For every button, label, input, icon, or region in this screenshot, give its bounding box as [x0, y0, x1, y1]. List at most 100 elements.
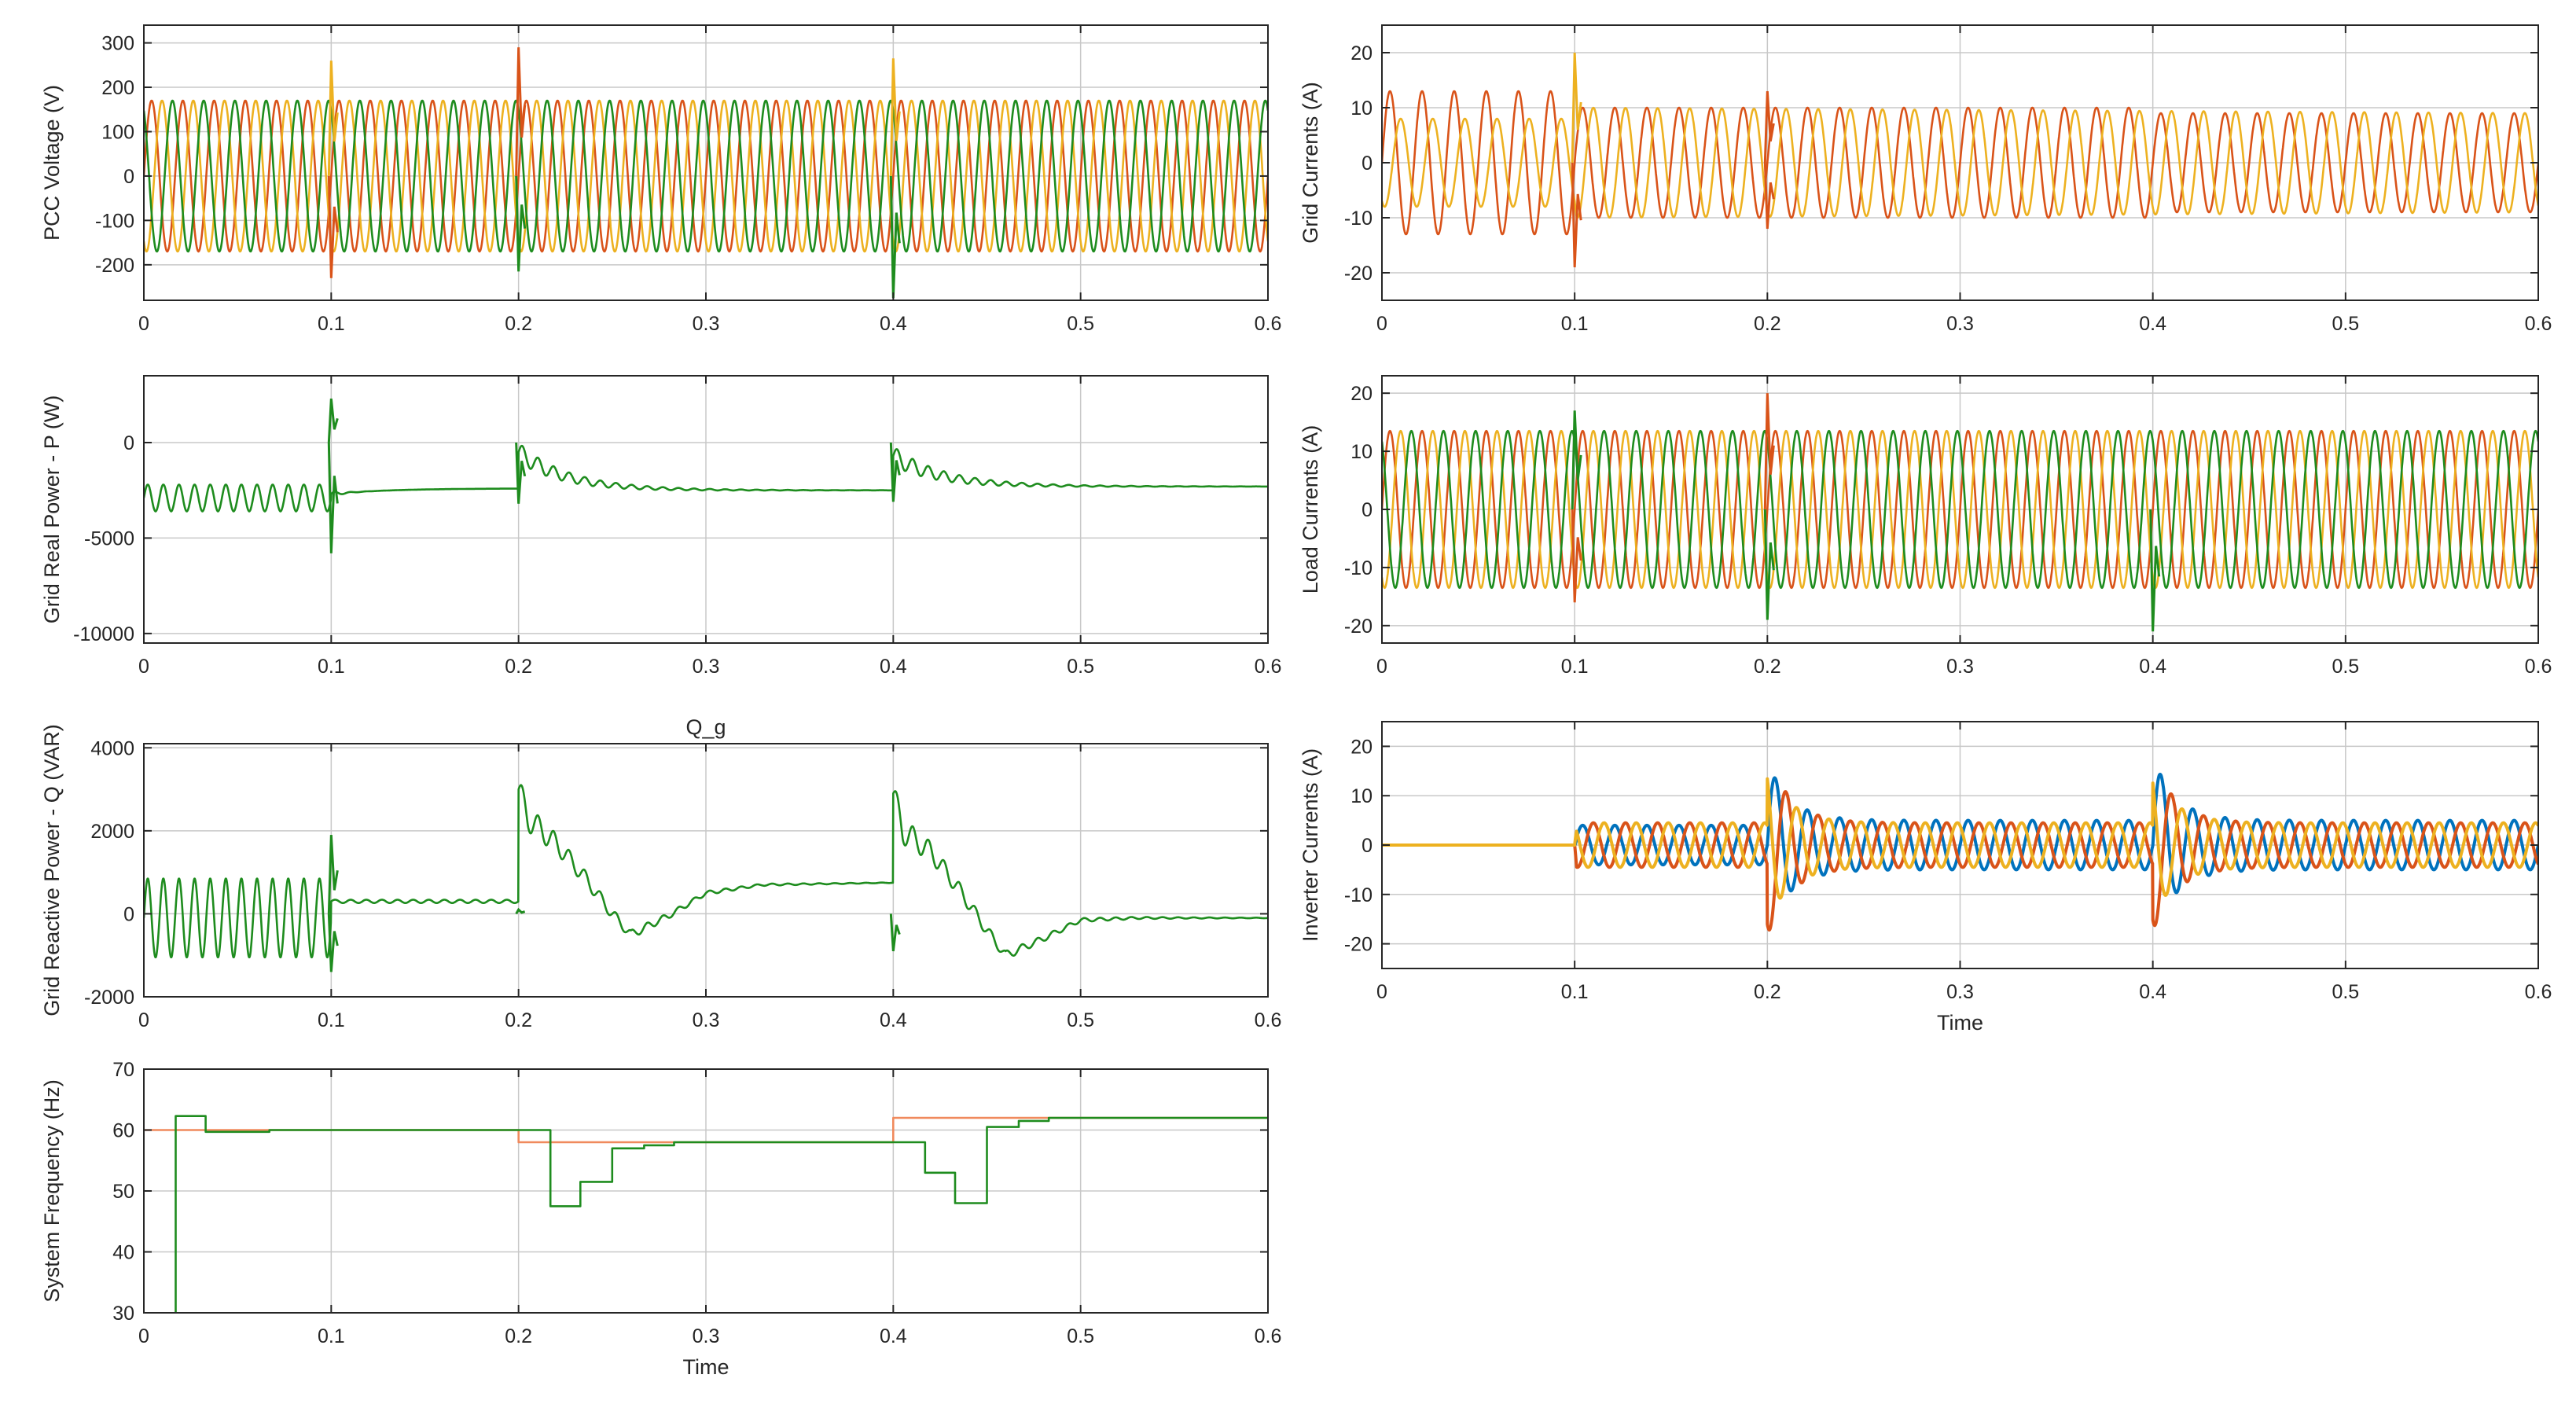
x-tick-label: 0.5: [1067, 1009, 1094, 1031]
x-tick-label: 0.2: [1754, 313, 1781, 335]
chart-system-frequency: 0 0.1 0.2 0.3 0.4 0.5 0.6 30 40 50 60 70 System Freq…: [40, 1059, 1281, 1379]
x-tick-label: 0.4: [880, 313, 907, 335]
y-tick-label: -100: [95, 210, 134, 232]
x-tick-label: 0.4: [880, 656, 907, 678]
chart-title: Q_g: [685, 715, 726, 739]
series-group: [144, 784, 1268, 972]
transient-spike: [1763, 90, 1775, 164]
transient-spike: [515, 175, 527, 272]
y-tick-label: 40: [112, 1242, 134, 1264]
x-tick-label: 0: [138, 313, 149, 335]
y-axis-label: Load Currents (A): [1299, 425, 1322, 594]
chart-grid-currents: 0 0.1 0.2 0.3 0.4 0.5 0.6 -20 -10 0 10 20 Grid Curre…: [1299, 24, 2552, 335]
x-tick-label: 0.6: [1255, 313, 1282, 335]
y-axis-label: PCC Voltage (V): [40, 85, 64, 241]
y-tick-label: -10: [1344, 208, 1373, 230]
y-tick-label: 0: [1361, 499, 1373, 521]
transient-spike: [889, 442, 901, 502]
x-tick-label: 0.5: [2332, 656, 2359, 678]
y-tick-label: -10000: [73, 623, 134, 645]
series-group: [144, 398, 1268, 553]
y-axis-label: Grid Currents (A): [1299, 82, 1322, 244]
x-tick-label: 0.6: [1255, 656, 1282, 678]
series-phase-a-line: [144, 99, 1268, 253]
chart-load-currents: 0 0.1 0.2 0.3 0.4 0.5 0.6 -20 -10 0 10 20 Load Curre…: [1299, 375, 2552, 678]
y-tick-label: 0: [1361, 835, 1373, 857]
x-axis-label: Time: [1937, 1011, 1983, 1035]
x-tick-label: 0.1: [1561, 656, 1589, 678]
transient-spike: [327, 835, 339, 914]
x-tick-label: 0.6: [2525, 981, 2552, 1003]
y-tick-label: 10: [1350, 785, 1373, 807]
x-tick-label: 0.3: [1946, 656, 1974, 678]
y-axis-label: System Frequency (Hz): [40, 1079, 64, 1303]
x-tick-label: 0.4: [2139, 656, 2166, 678]
x-tick-label: 0.1: [1561, 981, 1589, 1003]
x-tick-label: 0.2: [1754, 656, 1781, 678]
transient-spike: [515, 907, 526, 915]
x-tick-label: 0.2: [1754, 981, 1781, 1003]
x-tick-label: 0.3: [693, 1325, 720, 1347]
y-tick-label: -20: [1344, 616, 1373, 638]
y-tick-label: -200: [95, 255, 134, 277]
transient-spike: [1763, 509, 1775, 620]
y-tick-label: 2000: [90, 821, 134, 843]
series-phase-a-line: [1382, 90, 2538, 236]
x-tick-label: 0: [138, 1325, 149, 1347]
y-tick-label: -2000: [84, 987, 134, 1009]
series-phase-b-line: [1382, 106, 2538, 219]
x-axis-label: Time: [683, 1355, 729, 1379]
transient-spike: [889, 913, 901, 952]
x-tick-label: 0.3: [1946, 981, 1974, 1003]
series-group: [1382, 52, 2538, 268]
x-tick-label: 0.5: [1067, 313, 1094, 335]
y-tick-label: 0: [123, 903, 134, 925]
x-tick-label: 0: [1376, 313, 1387, 335]
x-tick-label: 0.3: [693, 313, 720, 335]
y-tick-label: 0: [123, 166, 134, 188]
x-tick-label: 0.5: [1067, 656, 1094, 678]
x-tick-label: 0.1: [318, 313, 345, 335]
y-tick-label: -20: [1344, 934, 1373, 956]
x-tick-label: 0.4: [880, 1325, 907, 1347]
y-tick-label: 300: [101, 33, 134, 55]
x-tick-label: 0.1: [318, 1009, 345, 1031]
x-tick-label: 0.4: [2139, 981, 2166, 1003]
x-tick-label: 0.2: [505, 1009, 532, 1031]
x-tick-label: 0.6: [1255, 1325, 1282, 1347]
x-tick-label: 0.5: [2332, 981, 2359, 1003]
chart-grid-real-power: 0 0.1 0.2 0.3 0.4 0.5 0.6 -10000 -5000 0 Grid Real…: [40, 375, 1282, 678]
transient-spike: [2149, 509, 2161, 632]
series-phase-c-line: [1382, 777, 2538, 900]
x-tick-label: 0.5: [2332, 313, 2359, 335]
x-tick-label: 0: [1376, 656, 1387, 678]
y-tick-label: 200: [101, 77, 134, 99]
y-tick-label: 20: [1350, 736, 1373, 758]
y-axis-label: Inverter Currents (A): [1299, 748, 1322, 942]
x-tick-label: 0.1: [318, 656, 345, 678]
x-tick-label: 0.3: [693, 1009, 720, 1031]
transient-spike: [1571, 162, 1582, 268]
transient-spike: [1571, 509, 1582, 603]
x-tick-label: 0.2: [505, 313, 532, 335]
y-tick-label: 70: [112, 1059, 134, 1081]
y-tick-label: 20: [1350, 383, 1373, 405]
y-tick-label: 20: [1350, 42, 1373, 64]
x-tick-label: 0: [1376, 981, 1387, 1003]
chart-inverter-currents: 0 0.1 0.2 0.3 0.4 0.5 0.6 -20 -10 0 10 20 Inverter C…: [1299, 721, 2552, 1035]
y-tick-label: -10: [1344, 884, 1373, 906]
y-tick-label: 0: [123, 432, 134, 454]
transient-spike: [515, 47, 527, 176]
y-tick-label: -20: [1344, 263, 1373, 285]
transient-spike: [889, 175, 901, 299]
x-tick-label: 0.1: [318, 1325, 345, 1347]
transient-spike: [1571, 410, 1582, 510]
y-tick-label: 4000: [90, 737, 134, 759]
x-tick-label: 0.2: [505, 1325, 532, 1347]
x-tick-label: 0.4: [2139, 313, 2166, 335]
series-group: [144, 47, 1268, 299]
x-tick-label: 0.6: [2525, 656, 2552, 678]
y-tick-label: 50: [112, 1181, 134, 1203]
